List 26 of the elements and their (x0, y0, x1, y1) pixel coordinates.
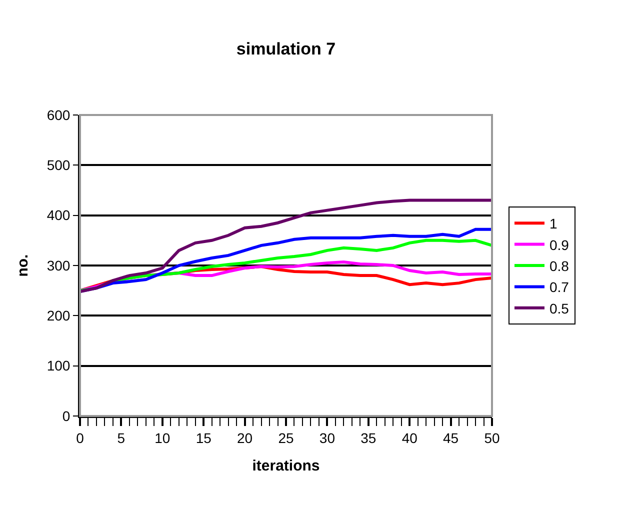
x-tick-label: 45 (443, 430, 459, 446)
legend-label: 0.9 (549, 236, 570, 253)
y-tick-label: 200 (46, 308, 70, 324)
x-tick-label: 15 (196, 430, 212, 446)
y-tick-label: 300 (46, 257, 70, 274)
legend-label: 0.7 (549, 279, 570, 296)
x-tick-label: 40 (402, 430, 418, 446)
y-tick-label: 600 (46, 106, 70, 123)
legend-label: 1 (549, 216, 558, 232)
x-tick-label: 0 (76, 430, 84, 446)
x-tick-label: 20 (237, 430, 253, 446)
y-tick-label: 100 (46, 358, 70, 374)
chart-title: simulation 7 (236, 39, 336, 58)
x-tick-label: 10 (154, 430, 170, 446)
x-tick-label: 50 (484, 430, 500, 446)
x-tick-label: 30 (319, 430, 336, 446)
y-axis-title: no. (14, 254, 32, 277)
y-tick-label: 0 (62, 408, 70, 424)
x-axis-title: iterations (252, 457, 320, 474)
x-tick-label: 5 (117, 430, 126, 446)
x-tick-label: 25 (278, 430, 294, 446)
y-tick-label: 400 (46, 207, 70, 224)
y-tick-label: 500 (46, 157, 70, 174)
legend-label: 0.8 (549, 258, 570, 274)
legend-label: 0.5 (549, 300, 570, 316)
x-tick-label: 35 (360, 430, 376, 446)
